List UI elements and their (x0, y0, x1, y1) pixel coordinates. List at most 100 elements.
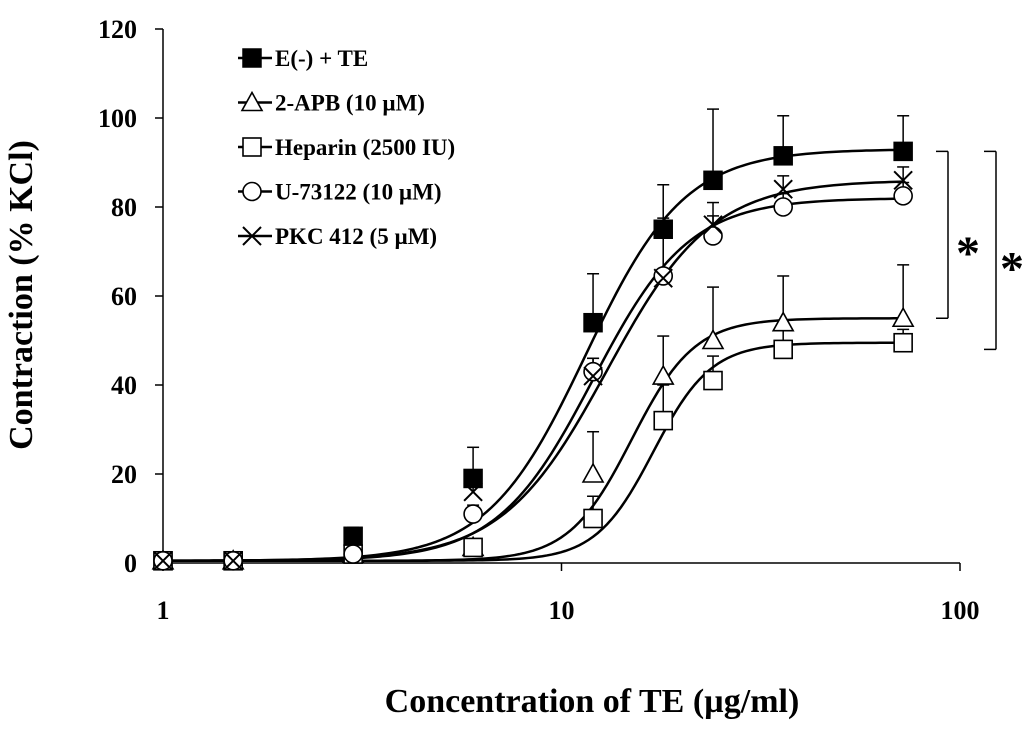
legend-label: PKC 412 (5 µM) (275, 224, 437, 249)
data-point-e-te (703, 170, 723, 191)
marker-shape (651, 364, 675, 385)
marker-shape (653, 219, 673, 239)
legend-item-heparin-2500-iu: Heparin (2500 IU) (238, 135, 455, 160)
marker-shape (703, 370, 723, 391)
significance-bracket-2: * (984, 150, 1024, 351)
marker-shape (583, 361, 603, 382)
marker-shape (463, 537, 483, 558)
marker-shape (773, 179, 793, 199)
y-tick-label: 80 (111, 193, 137, 222)
y-tick-label: 60 (111, 282, 137, 311)
data-point-pkc-412-5-m (583, 366, 603, 386)
data-point-heparin-2500-iu (653, 410, 674, 431)
marker-shape (242, 226, 262, 246)
data-point-u-73122-10-m (893, 186, 913, 206)
data-point-u-73122-10-m (703, 226, 723, 246)
data-point-heparin-2500-iu (583, 508, 603, 529)
data-point-2-apb-10-m (891, 306, 915, 328)
legend-label: U-73122 (10 µM) (275, 180, 442, 205)
data-point-2-apb-10-m (581, 462, 605, 483)
data-point-u-73122-10-m (653, 266, 674, 286)
marker-shape (653, 266, 674, 286)
y-tick-label: 120 (98, 15, 137, 44)
y-tick-label: 20 (111, 460, 137, 489)
marker-shape (893, 141, 913, 162)
marker-shape (653, 268, 673, 288)
marker-shape (153, 551, 173, 571)
significance-asterisk: * (956, 227, 980, 280)
data-point-pkc-412-5-m (703, 215, 723, 235)
marker-shape (653, 410, 674, 431)
legend-label: 2-APB (10 µM) (275, 91, 425, 116)
marker-shape (703, 170, 723, 191)
data-markers (151, 141, 915, 571)
marker-shape (703, 215, 723, 235)
marker-shape (583, 312, 603, 333)
marker-shape (773, 339, 793, 360)
data-point-e-te (773, 146, 793, 166)
x-tick-label: 10 (549, 596, 575, 625)
marker-shape (771, 311, 795, 332)
marker-shape (893, 170, 913, 191)
data-point-e-te (583, 312, 603, 333)
fit-curve-u-73122-10-m (162, 197, 904, 562)
marker-shape (891, 306, 915, 328)
data-point-pkc-412-5-m (463, 482, 483, 502)
legend-item-e-te: E(-) + TE (238, 46, 368, 71)
marker-shape (240, 90, 264, 112)
legend-marker (240, 90, 264, 112)
data-point-u-73122-10-m (773, 197, 793, 217)
legend-marker (242, 181, 262, 202)
marker-shape (701, 328, 725, 350)
legend-label: Heparin (2500 IU) (275, 135, 455, 160)
marker-shape (583, 366, 603, 386)
x-axis-title: Concentration of TE (µg/ml) (385, 683, 800, 720)
significance-annotations: * * (936, 150, 1024, 351)
x-tick-label: 100 (941, 596, 980, 625)
marker-shape (223, 551, 243, 571)
marker-shape (242, 181, 262, 202)
marker-shape (343, 526, 363, 547)
data-point-2-apb-10-m (651, 364, 675, 385)
data-point-pkc-412-5-m (343, 526, 363, 547)
y-tick-label: 40 (111, 371, 137, 400)
legend-item-2-apb-10-m: 2-APB (10 µM) (238, 91, 425, 116)
data-point-u-73122-10-m (463, 504, 483, 524)
legend-marker (242, 48, 262, 68)
data-point-pkc-412-5-m (223, 551, 243, 571)
marker-shape (893, 186, 913, 206)
data-point-e-te (893, 141, 913, 162)
legend-label: E(-) + TE (275, 46, 368, 71)
data-point-heparin-2500-iu (463, 537, 483, 558)
marker-shape (242, 137, 262, 157)
marker-shape (893, 332, 913, 353)
legend-marker (242, 137, 262, 157)
marker-shape (463, 482, 483, 502)
data-point-heparin-2500-iu (773, 339, 793, 360)
data-point-pkc-412-5-m (653, 268, 673, 288)
fit-curve-heparin-2500-iu (163, 341, 904, 563)
significance-bracket-1: * (936, 150, 980, 319)
marker-shape (463, 504, 483, 524)
y-tick-label: 100 (98, 104, 137, 133)
marker-shape (773, 146, 793, 166)
marker-shape (463, 468, 483, 489)
data-point-2-apb-10-m (701, 328, 725, 350)
legend-item-u-73122-10-m: U-73122 (10 µM) (238, 180, 442, 205)
legend-item-pkc-412-5-m: PKC 412 (5 µM) (238, 224, 437, 249)
data-point-2-apb-10-m (771, 311, 795, 332)
marker-shape (343, 544, 363, 564)
legend-marker (242, 226, 262, 246)
x-tick-label: 1 (157, 596, 170, 625)
data-point-pkc-412-5-m (773, 179, 793, 199)
data-point-e-te (653, 219, 673, 239)
data-point-heparin-2500-iu (703, 370, 723, 391)
marker-shape (773, 197, 793, 217)
data-point-heparin-2500-iu (893, 332, 913, 353)
data-point-u-73122-10-m (343, 544, 363, 564)
y-tick-label: 0 (124, 549, 137, 578)
data-point-pkc-412-5-m (893, 170, 913, 191)
legend: E(-) + TE 2-APB (10 µM) Heparin (2500 IU) U… (238, 46, 455, 249)
